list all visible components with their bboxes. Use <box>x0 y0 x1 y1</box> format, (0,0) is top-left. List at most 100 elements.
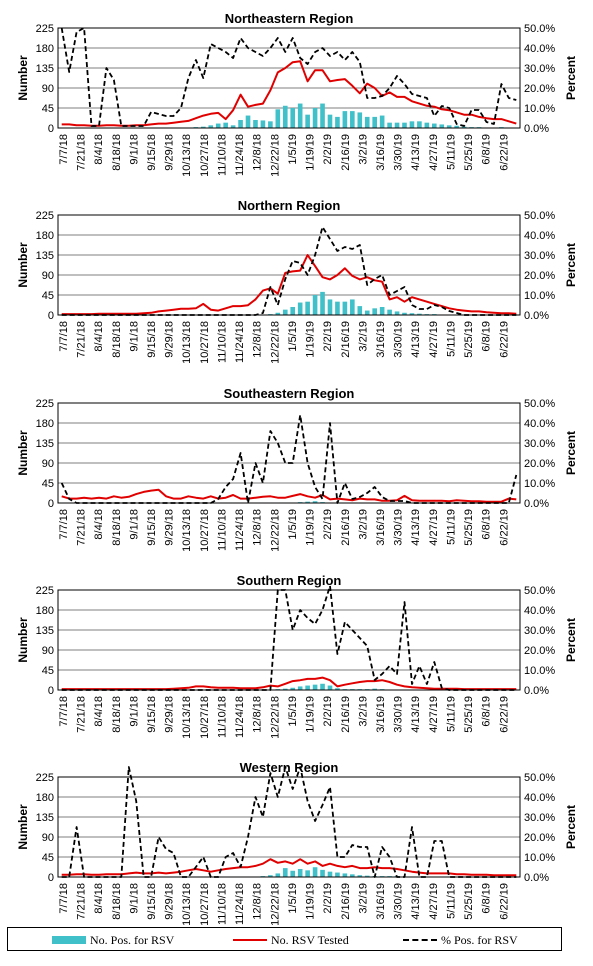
x-tick-label: 6/22/19 <box>498 134 510 171</box>
bar-positive <box>335 301 340 315</box>
x-tick-label: 11/10/18 <box>216 509 228 551</box>
bar-positive <box>312 684 318 690</box>
y-tick-label: 135 <box>36 812 54 824</box>
x-tick-label: 2/2/19 <box>322 321 334 352</box>
x-tick-label: 9/1/18 <box>128 509 140 540</box>
y2-tick-label: 20.0% <box>524 645 555 657</box>
y-tick-label: 225 <box>36 23 54 35</box>
series-line-percent-positive <box>61 226 517 316</box>
bar-positive <box>275 873 281 877</box>
bar-positive <box>312 295 318 315</box>
y2-tick-label: 40.0% <box>524 792 555 804</box>
x-tick-label: 1/5/19 <box>287 696 299 727</box>
x-tick-label: 6/8/19 <box>481 883 493 914</box>
bar-positive <box>282 105 288 128</box>
y-tick-label: 45 <box>42 103 54 115</box>
x-tick-label: 1/19/19 <box>305 134 317 171</box>
y2-tick-label: 40.0% <box>524 43 555 55</box>
bar-positive <box>245 115 251 128</box>
x-tick-label: 5/11/19 <box>445 883 457 919</box>
x-tick-label: 1/5/19 <box>287 883 299 914</box>
x-tick-label: 12/8/18 <box>252 696 264 733</box>
bar-positive <box>297 686 303 690</box>
series-line-percent-positive <box>61 585 517 691</box>
x-tick-label: 9/29/18 <box>164 509 176 546</box>
y-tick-label: 180 <box>36 418 54 430</box>
x-tick-label: 11/24/18 <box>234 321 246 363</box>
y2-tick-label: 20.0% <box>524 458 555 470</box>
y2-tick-label: 30.0% <box>524 812 555 824</box>
x-tick-label: 3/30/19 <box>393 509 405 546</box>
x-tick-label: 4/27/19 <box>428 883 440 920</box>
y-tick-label: 135 <box>36 63 54 75</box>
y2-tick-label: 20.0% <box>524 83 555 95</box>
x-tick-label: 4/27/19 <box>428 321 440 358</box>
bar-positive <box>327 685 333 690</box>
x-tick-label: 11/10/18 <box>216 696 228 738</box>
legend-label-percent: % Pos. for RSV <box>441 932 518 947</box>
x-tick-label: 3/30/19 <box>393 883 405 920</box>
y-axis-title: Number <box>16 617 30 663</box>
bar-positive <box>290 108 296 128</box>
bar-positive <box>335 872 340 877</box>
y2-tick-label: 10.0% <box>524 290 555 302</box>
chart-title: Western Region <box>240 760 339 775</box>
y2-tick-label: 10.0% <box>524 103 555 115</box>
x-tick-label: 9/1/18 <box>128 696 140 727</box>
bar-positive <box>424 122 430 128</box>
x-tick-label: 9/29/18 <box>164 883 176 920</box>
y-tick-label: 225 <box>36 585 54 597</box>
y-tick-label: 225 <box>36 398 54 410</box>
y2-axis-title: Percent <box>564 618 578 662</box>
y2-tick-label: 50.0% <box>524 23 555 35</box>
x-tick-label: 4/13/19 <box>410 321 422 358</box>
bar-positive <box>402 312 407 315</box>
bar-positive <box>364 310 370 315</box>
x-tick-label: 4/27/19 <box>428 509 440 546</box>
bar-positive <box>215 123 221 128</box>
x-tick-label: 8/18/18 <box>111 696 123 733</box>
x-tick-label: 1/19/19 <box>305 509 317 546</box>
bar-positive <box>342 301 348 315</box>
bar-positive <box>290 687 296 690</box>
bar-positive <box>282 688 288 690</box>
bar-positive <box>200 126 206 128</box>
x-tick-label: 11/10/18 <box>216 134 228 176</box>
x-tick-label: 2/2/19 <box>322 509 334 540</box>
y2-tick-label: 30.0% <box>524 625 555 637</box>
bar-positive <box>297 869 303 877</box>
x-tick-label: 3/2/19 <box>357 134 369 165</box>
y-tick-label: 135 <box>36 625 54 637</box>
x-tick-label: 3/30/19 <box>393 696 405 733</box>
bar-positive <box>350 111 355 128</box>
x-tick-label: 9/1/18 <box>128 883 140 914</box>
bar-positive <box>282 868 288 877</box>
bar-positive <box>372 308 378 315</box>
y2-axis-title: Percent <box>564 243 578 287</box>
chart-title: Southeastern Region <box>224 386 355 401</box>
y-tick-label: 90 <box>42 832 54 844</box>
y-tick-label: 180 <box>36 605 54 617</box>
x-tick-label: 9/15/18 <box>146 509 158 546</box>
legend-label-tested: No. RSV Tested <box>271 932 349 947</box>
x-tick-label: 10/13/18 <box>181 883 193 925</box>
y2-tick-label: 30.0% <box>524 63 555 75</box>
x-tick-label: 10/13/18 <box>181 134 193 177</box>
x-tick-label: 11/24/18 <box>234 696 246 738</box>
x-tick-label: 2/16/19 <box>340 696 352 733</box>
bar-positive <box>305 685 310 690</box>
x-tick-label: 6/8/19 <box>481 509 493 540</box>
y2-tick-label: 0.0% <box>524 872 549 884</box>
legend-item-percent: % Pos. for RSV <box>403 932 518 948</box>
x-tick-label: 8/18/18 <box>111 883 123 920</box>
x-tick-label: 11/24/18 <box>234 883 246 925</box>
y2-tick-label: 50.0% <box>524 398 555 410</box>
x-tick-label: 10/27/18 <box>199 883 211 925</box>
x-tick-label: 3/16/19 <box>375 134 387 171</box>
x-tick-label: 3/16/19 <box>375 509 387 546</box>
bar-positive <box>387 309 392 315</box>
legend-label-positive: No. Pos. for RSV <box>90 932 175 947</box>
bar-positive <box>350 874 355 877</box>
y2-tick-label: 50.0% <box>524 210 555 222</box>
y-tick-label: 180 <box>36 230 54 242</box>
